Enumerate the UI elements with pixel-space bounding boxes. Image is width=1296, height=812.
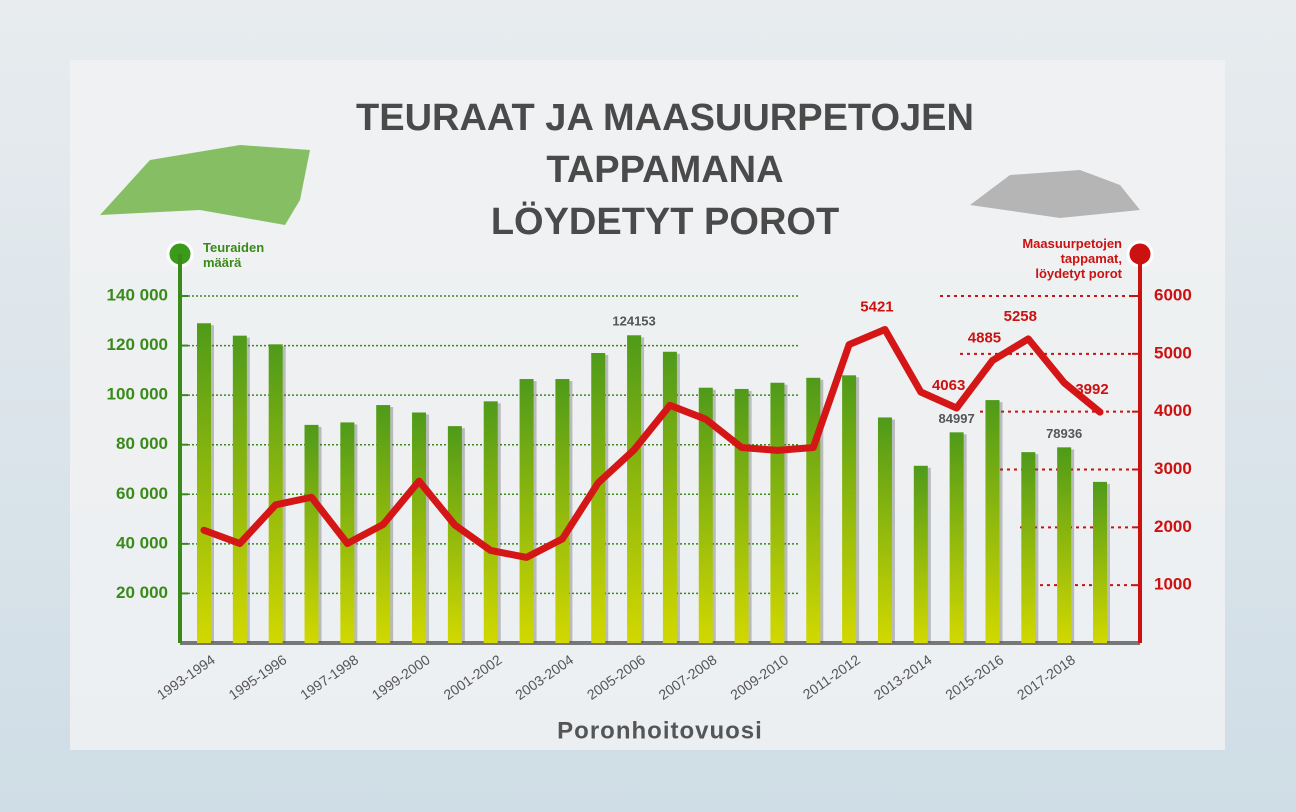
y2-tick-label: 2000 bbox=[1154, 517, 1192, 536]
right-axis-title: Maasuurpetojen tappamat, löydetyt porot bbox=[1010, 236, 1122, 281]
bar bbox=[448, 426, 462, 643]
line-value-label: 5258 bbox=[1004, 308, 1037, 325]
x-axis-title: Poronhoitovuosi bbox=[557, 717, 763, 744]
bar bbox=[555, 379, 569, 643]
y-tick-label: 120 000 bbox=[107, 335, 168, 354]
chart-title: LÖYDETYT POROT bbox=[491, 200, 839, 243]
bar bbox=[663, 352, 677, 643]
bar bbox=[770, 383, 784, 643]
y-tick-label: 80 000 bbox=[116, 434, 168, 453]
bar bbox=[1093, 482, 1107, 643]
bar bbox=[305, 425, 319, 643]
bar bbox=[484, 401, 498, 643]
y2-tick-label: 3000 bbox=[1154, 459, 1192, 478]
y-tick-label: 40 000 bbox=[116, 533, 168, 552]
page: TEURAAT JA MAASUURPETOJEN TAPPAMANA LÖYD… bbox=[0, 0, 1296, 812]
bar-value-label: 124153 bbox=[612, 314, 655, 329]
bar bbox=[878, 417, 892, 643]
bar bbox=[806, 378, 820, 643]
bar bbox=[914, 466, 928, 643]
bar bbox=[842, 375, 856, 643]
bar bbox=[233, 336, 247, 643]
y2-tick-label: 5000 bbox=[1154, 343, 1192, 362]
y2-tick-label: 1000 bbox=[1154, 575, 1192, 594]
bar-value-label: 78936 bbox=[1046, 426, 1082, 441]
bar bbox=[269, 344, 283, 643]
bar bbox=[1021, 452, 1035, 643]
bar bbox=[627, 335, 641, 643]
bar bbox=[591, 353, 605, 643]
chart-title: TEURAAT JA MAASUURPETOJEN bbox=[356, 97, 974, 139]
bar-value-label: 84997 bbox=[939, 411, 975, 426]
bar bbox=[950, 432, 964, 643]
bar bbox=[412, 412, 426, 643]
y-tick-label: 20 000 bbox=[116, 583, 168, 602]
y-tick-label: 140 000 bbox=[107, 285, 168, 304]
chart: TEURAAT JA MAASUURPETOJEN TAPPAMANA LÖYD… bbox=[0, 0, 1296, 812]
bar bbox=[1057, 447, 1071, 643]
bar bbox=[735, 389, 749, 643]
bar bbox=[985, 400, 999, 643]
y2-tick-label: 6000 bbox=[1154, 285, 1192, 304]
y-tick-label: 60 000 bbox=[116, 484, 168, 503]
chart-title: TAPPAMANA bbox=[546, 149, 783, 191]
y-tick-label: 100 000 bbox=[107, 385, 168, 404]
bar bbox=[520, 379, 534, 643]
line-value-label: 3992 bbox=[1075, 381, 1108, 398]
y2-tick-label: 4000 bbox=[1154, 401, 1192, 420]
bar bbox=[197, 323, 211, 643]
line-value-label: 5421 bbox=[860, 298, 893, 315]
left-axis-title: Teuraiden määrä bbox=[203, 240, 283, 270]
line-value-label: 4063 bbox=[932, 377, 965, 394]
line-value-label: 4885 bbox=[968, 329, 1001, 346]
